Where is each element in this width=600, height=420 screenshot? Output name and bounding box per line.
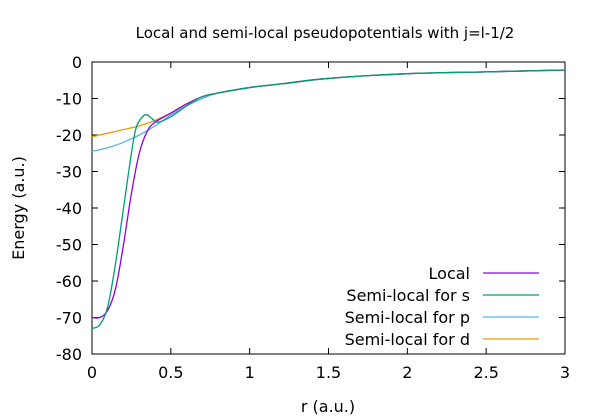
x-axis-label: r (a.u.)	[301, 397, 355, 416]
y-tick-label: -50	[56, 236, 82, 255]
y-tick-label: -60	[56, 272, 82, 291]
x-tick-label: 1.5	[316, 363, 341, 382]
series-line-semi-local-for-p	[91, 69, 566, 153]
series-line-semi-local-for-s	[91, 69, 566, 330]
legend-label-semi-local-for-p: Semi-local for p	[345, 308, 470, 327]
y-tick-label: 0	[72, 53, 82, 72]
y-axis-label: Energy (a.u.)	[9, 156, 28, 260]
chart-title: Local and semi-local pseudopotentials wi…	[136, 24, 515, 42]
y-tick-label: -10	[56, 90, 82, 109]
legend: Local Semi-local for s Semi-local for p Sem…	[345, 264, 539, 349]
x-tick-label: 2	[402, 363, 412, 382]
x-tick-label: 2.5	[473, 363, 498, 382]
legend-label-semi-local-for-d: Semi-local for d	[345, 330, 470, 349]
legend-label-local: Local	[429, 264, 470, 283]
y-tick-label: -40	[56, 199, 82, 218]
x-tick-label: 3	[560, 363, 570, 382]
plot-frame	[91, 61, 566, 355]
series-line-local	[91, 69, 566, 319]
x-tick-label: 0	[87, 363, 97, 382]
legend-label-semi-local-for-s: Semi-local for s	[346, 286, 470, 305]
y-tick-label: -80	[56, 345, 82, 364]
series-layer	[91, 69, 566, 330]
y-tick-label: -20	[56, 126, 82, 145]
series-line-semi-local-for-d	[91, 69, 566, 138]
x-tick-label: 1	[245, 363, 255, 382]
y-tick-label: -70	[56, 309, 82, 328]
y-tick-label: -30	[56, 163, 82, 182]
axis-ticks: 0 0.5 1 1.5 2 2.5 3 0 -10 -20 -30 -40 -50 -60 -70 -80	[56, 53, 570, 382]
x-tick-label: 0.5	[158, 363, 183, 382]
